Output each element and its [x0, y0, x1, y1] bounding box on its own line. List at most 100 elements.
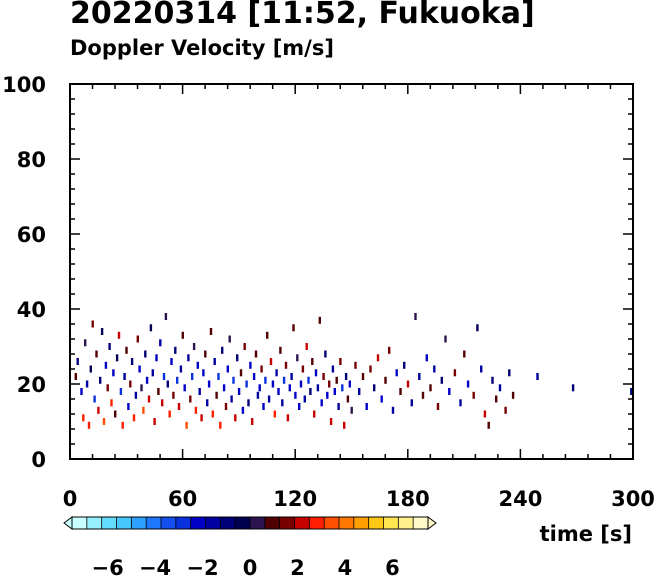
data-point — [97, 406, 100, 414]
data-point — [194, 406, 198, 414]
data-point — [221, 346, 224, 354]
data-point — [222, 384, 226, 392]
colorbar-segment — [101, 517, 117, 529]
data-point — [376, 354, 380, 362]
data-point — [305, 343, 308, 350]
data-point — [264, 376, 267, 384]
data-point — [320, 399, 323, 407]
data-point — [358, 388, 361, 395]
data-point — [391, 406, 395, 414]
data-point — [224, 403, 228, 410]
data-point — [292, 324, 295, 332]
data-point — [168, 410, 171, 418]
data-point — [138, 365, 141, 373]
data-point — [82, 414, 85, 422]
data-point — [399, 388, 402, 395]
data-point — [354, 361, 357, 369]
data-point — [252, 373, 256, 380]
chart-subtitle: Doppler Velocity [m/s] — [70, 36, 334, 60]
data-point — [299, 380, 303, 388]
data-point — [147, 395, 151, 403]
data-point — [226, 365, 229, 373]
data-point — [403, 361, 406, 369]
data-point — [260, 365, 263, 373]
data-point — [185, 421, 188, 429]
data-point — [380, 395, 383, 403]
data-point — [142, 406, 145, 414]
colorbar-segment — [161, 517, 177, 529]
data-point — [189, 395, 192, 403]
data-point — [298, 403, 301, 410]
data-point — [202, 369, 205, 377]
x-tick-label: 0 — [63, 487, 78, 511]
colorbar-segment — [175, 517, 191, 529]
data-point — [294, 391, 297, 399]
data-point — [314, 369, 318, 377]
colorbar-tick-label: 0 — [243, 556, 258, 577]
data-point — [153, 418, 156, 425]
data-point — [301, 365, 305, 373]
data-point — [406, 380, 410, 388]
data-point — [99, 376, 102, 384]
data-point — [487, 421, 490, 429]
data-point — [429, 384, 432, 392]
data-point — [346, 395, 350, 403]
data-point — [151, 369, 154, 377]
data-point — [161, 399, 164, 407]
x-axis-label: time [s] — [540, 522, 632, 546]
data-point — [80, 388, 83, 395]
data-point — [369, 365, 372, 373]
data-point — [237, 388, 241, 395]
data-point — [337, 403, 340, 410]
plot-frame — [69, 83, 634, 460]
data-point — [106, 384, 109, 392]
data-point — [110, 399, 113, 407]
data-point — [418, 373, 421, 380]
colorbar-segment — [205, 517, 221, 529]
data-point — [159, 339, 162, 347]
data-point — [318, 316, 321, 324]
x-tick-label: 60 — [168, 487, 197, 511]
colorbar-segment — [279, 517, 295, 529]
data-point — [282, 376, 286, 384]
data-point — [335, 376, 338, 384]
data-point — [129, 380, 132, 388]
data-point — [245, 380, 248, 388]
data-point — [112, 369, 115, 377]
data-point — [157, 388, 160, 395]
data-point — [433, 365, 436, 373]
data-point — [196, 361, 199, 369]
data-point — [316, 384, 320, 392]
data-point — [127, 403, 130, 410]
data-point — [388, 346, 391, 354]
x-tick-label: 120 — [273, 487, 317, 511]
y-tick-label: 40 — [17, 298, 46, 322]
data-point — [232, 376, 235, 384]
data-point — [324, 350, 327, 358]
data-point — [136, 335, 139, 343]
data-point — [414, 313, 417, 320]
data-point — [511, 391, 515, 399]
colorbar-segment — [368, 517, 384, 529]
colorbar-segment — [413, 517, 429, 529]
data-point — [102, 418, 106, 425]
data-point — [262, 403, 265, 410]
data-point — [211, 410, 214, 418]
data-point — [311, 358, 314, 365]
data-point — [191, 373, 194, 380]
colorbar-frame — [71, 516, 429, 530]
data-point — [183, 384, 186, 392]
data-point — [350, 406, 353, 414]
data-point — [476, 324, 479, 332]
data-point — [123, 373, 126, 380]
data-point — [198, 388, 201, 395]
data-point — [284, 361, 288, 369]
data-point — [219, 421, 222, 429]
data-point — [277, 388, 280, 395]
data-point — [326, 391, 329, 399]
data-point — [93, 395, 96, 403]
data-point — [483, 410, 487, 418]
data-point — [177, 403, 181, 410]
data-point — [491, 376, 494, 384]
data-point — [333, 388, 336, 395]
